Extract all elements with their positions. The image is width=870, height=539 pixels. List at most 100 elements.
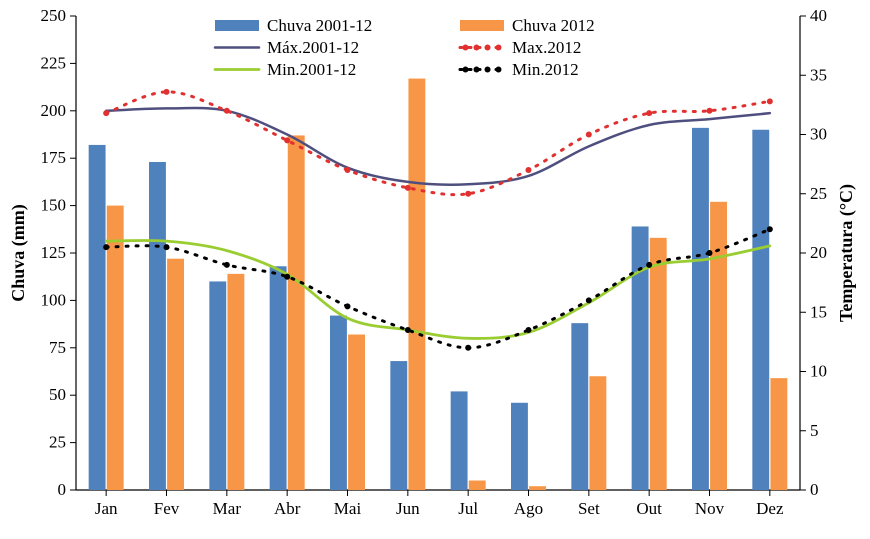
marker-min_2012 [767, 226, 773, 232]
chart-bg [0, 0, 870, 539]
marker-min_2012 [646, 262, 652, 268]
bar-chuva_2001_12 [270, 266, 287, 490]
legend-label: Min.2001-12 [267, 60, 356, 79]
y-right-tick-label: 15 [810, 302, 827, 321]
bar-chuva_2012 [408, 79, 425, 490]
bar-chuva_2001_12 [209, 281, 226, 490]
legend-label: Máx.2001-12 [267, 38, 359, 57]
bar-chuva_2001_12 [571, 323, 588, 490]
marker-max_2012 [586, 132, 592, 138]
x-tick-label: Ago [514, 499, 543, 518]
x-tick-label: Abr [274, 499, 301, 518]
marker-min_2012 [284, 274, 290, 280]
bar-chuva_2012 [348, 335, 365, 490]
legend-swatch-dot [463, 67, 469, 73]
legend-swatch-dot [474, 45, 480, 51]
legend-swatch-dot [496, 45, 502, 51]
marker-min_2012 [707, 250, 713, 256]
marker-max_2012 [164, 89, 170, 95]
bar-chuva_2012 [770, 378, 787, 490]
x-tick-label: Jun [396, 499, 420, 518]
y-right-tick-label: 0 [810, 480, 819, 499]
marker-max_2012 [284, 137, 290, 143]
x-tick-label: Nov [695, 499, 725, 518]
legend-label: Chuva 2001-12 [267, 16, 372, 35]
bar-chuva_2012 [288, 135, 305, 490]
legend-swatch-dot [485, 45, 491, 51]
climate-chart: 0 25 50 75 100 125 150 175 200 225 250 0 5 10 15 20 25 30… [0, 0, 870, 539]
x-tick-label: Fev [154, 499, 180, 518]
legend-swatch-dot [463, 45, 469, 51]
bar-chuva_2001_12 [390, 361, 407, 490]
x-tick-label: Set [578, 499, 600, 518]
y-left-tick-label: 50 [49, 385, 66, 404]
y-left-tick-label: 150 [41, 196, 67, 215]
x-tick-label: Jan [95, 499, 118, 518]
bar-chuva_2012 [529, 486, 546, 490]
bar-chuva_2001_12 [149, 162, 166, 490]
y-right-tick-label: 5 [810, 421, 819, 440]
marker-min_2012 [405, 327, 411, 333]
marker-max_2012 [224, 108, 230, 114]
y-left-title: Chuva (mm) [8, 204, 29, 302]
bar-chuva_2012 [469, 481, 486, 490]
legend-label: Max.2012 [512, 38, 581, 57]
legend-label: Min.2012 [512, 60, 579, 79]
legend-swatch-dot [474, 67, 480, 73]
legend-swatch [460, 20, 504, 31]
x-tick-label: Out [636, 499, 662, 518]
bar-chuva_2001_12 [511, 403, 528, 490]
bar-chuva_2001_12 [632, 226, 649, 490]
legend-swatch-dot [485, 67, 491, 73]
legend-swatch [215, 20, 259, 31]
y-right-tick-label: 10 [810, 362, 827, 381]
y-right-tick-label: 35 [810, 65, 827, 84]
y-left-tick-label: 250 [41, 6, 67, 25]
marker-max_2012 [707, 108, 713, 114]
bar-chuva_2012 [650, 238, 667, 490]
y-right-title: Temperatura (°C) [836, 184, 857, 322]
bar-chuva_2001_12 [89, 145, 106, 490]
marker-min_2012 [103, 244, 109, 250]
marker-max_2012 [345, 167, 351, 173]
y-left-tick-label: 200 [41, 101, 67, 120]
y-left-tick-label: 125 [41, 243, 67, 262]
y-right-tick-label: 20 [810, 243, 827, 262]
marker-max_2012 [767, 98, 773, 104]
bar-chuva_2001_12 [752, 130, 769, 490]
y-left-tick-label: 100 [41, 290, 67, 309]
marker-min_2012 [164, 244, 170, 250]
marker-max_2012 [646, 110, 652, 116]
marker-max_2012 [465, 191, 471, 197]
bar-chuva_2012 [167, 259, 184, 490]
x-tick-label: Mai [334, 499, 362, 518]
y-right-tick-label: 40 [810, 6, 827, 25]
marker-max_2012 [103, 110, 109, 116]
bar-chuva_2012 [710, 202, 727, 490]
marker-max_2012 [526, 167, 532, 173]
legend-swatch-dot [496, 67, 502, 73]
y-right-tick-label: 30 [810, 125, 827, 144]
chart-svg: 0 25 50 75 100 125 150 175 200 225 250 0 5 10 15 20 25 30… [0, 0, 870, 539]
y-left-tick-label: 225 [41, 53, 67, 72]
bar-chuva_2012 [589, 376, 606, 490]
marker-min_2012 [224, 262, 230, 268]
marker-min_2012 [465, 345, 471, 351]
bar-chuva_2001_12 [692, 128, 709, 490]
y-left-tick-label: 75 [49, 338, 66, 357]
bar-chuva_2012 [227, 274, 244, 490]
marker-min_2012 [345, 303, 351, 309]
y-left-tick-label: 175 [41, 148, 67, 167]
bar-chuva_2012 [107, 206, 124, 490]
x-tick-label: Mar [213, 499, 242, 518]
x-tick-label: Jul [458, 499, 478, 518]
marker-max_2012 [405, 185, 411, 191]
bar-chuva_2001_12 [451, 391, 468, 490]
legend-label: Chuva 2012 [512, 16, 595, 35]
y-right-tick-label: 25 [810, 184, 827, 203]
y-left-tick-label: 25 [49, 433, 66, 452]
bar-chuva_2001_12 [330, 316, 347, 490]
y-left-tick-label: 0 [58, 480, 67, 499]
marker-min_2012 [586, 297, 592, 303]
marker-min_2012 [526, 327, 532, 333]
